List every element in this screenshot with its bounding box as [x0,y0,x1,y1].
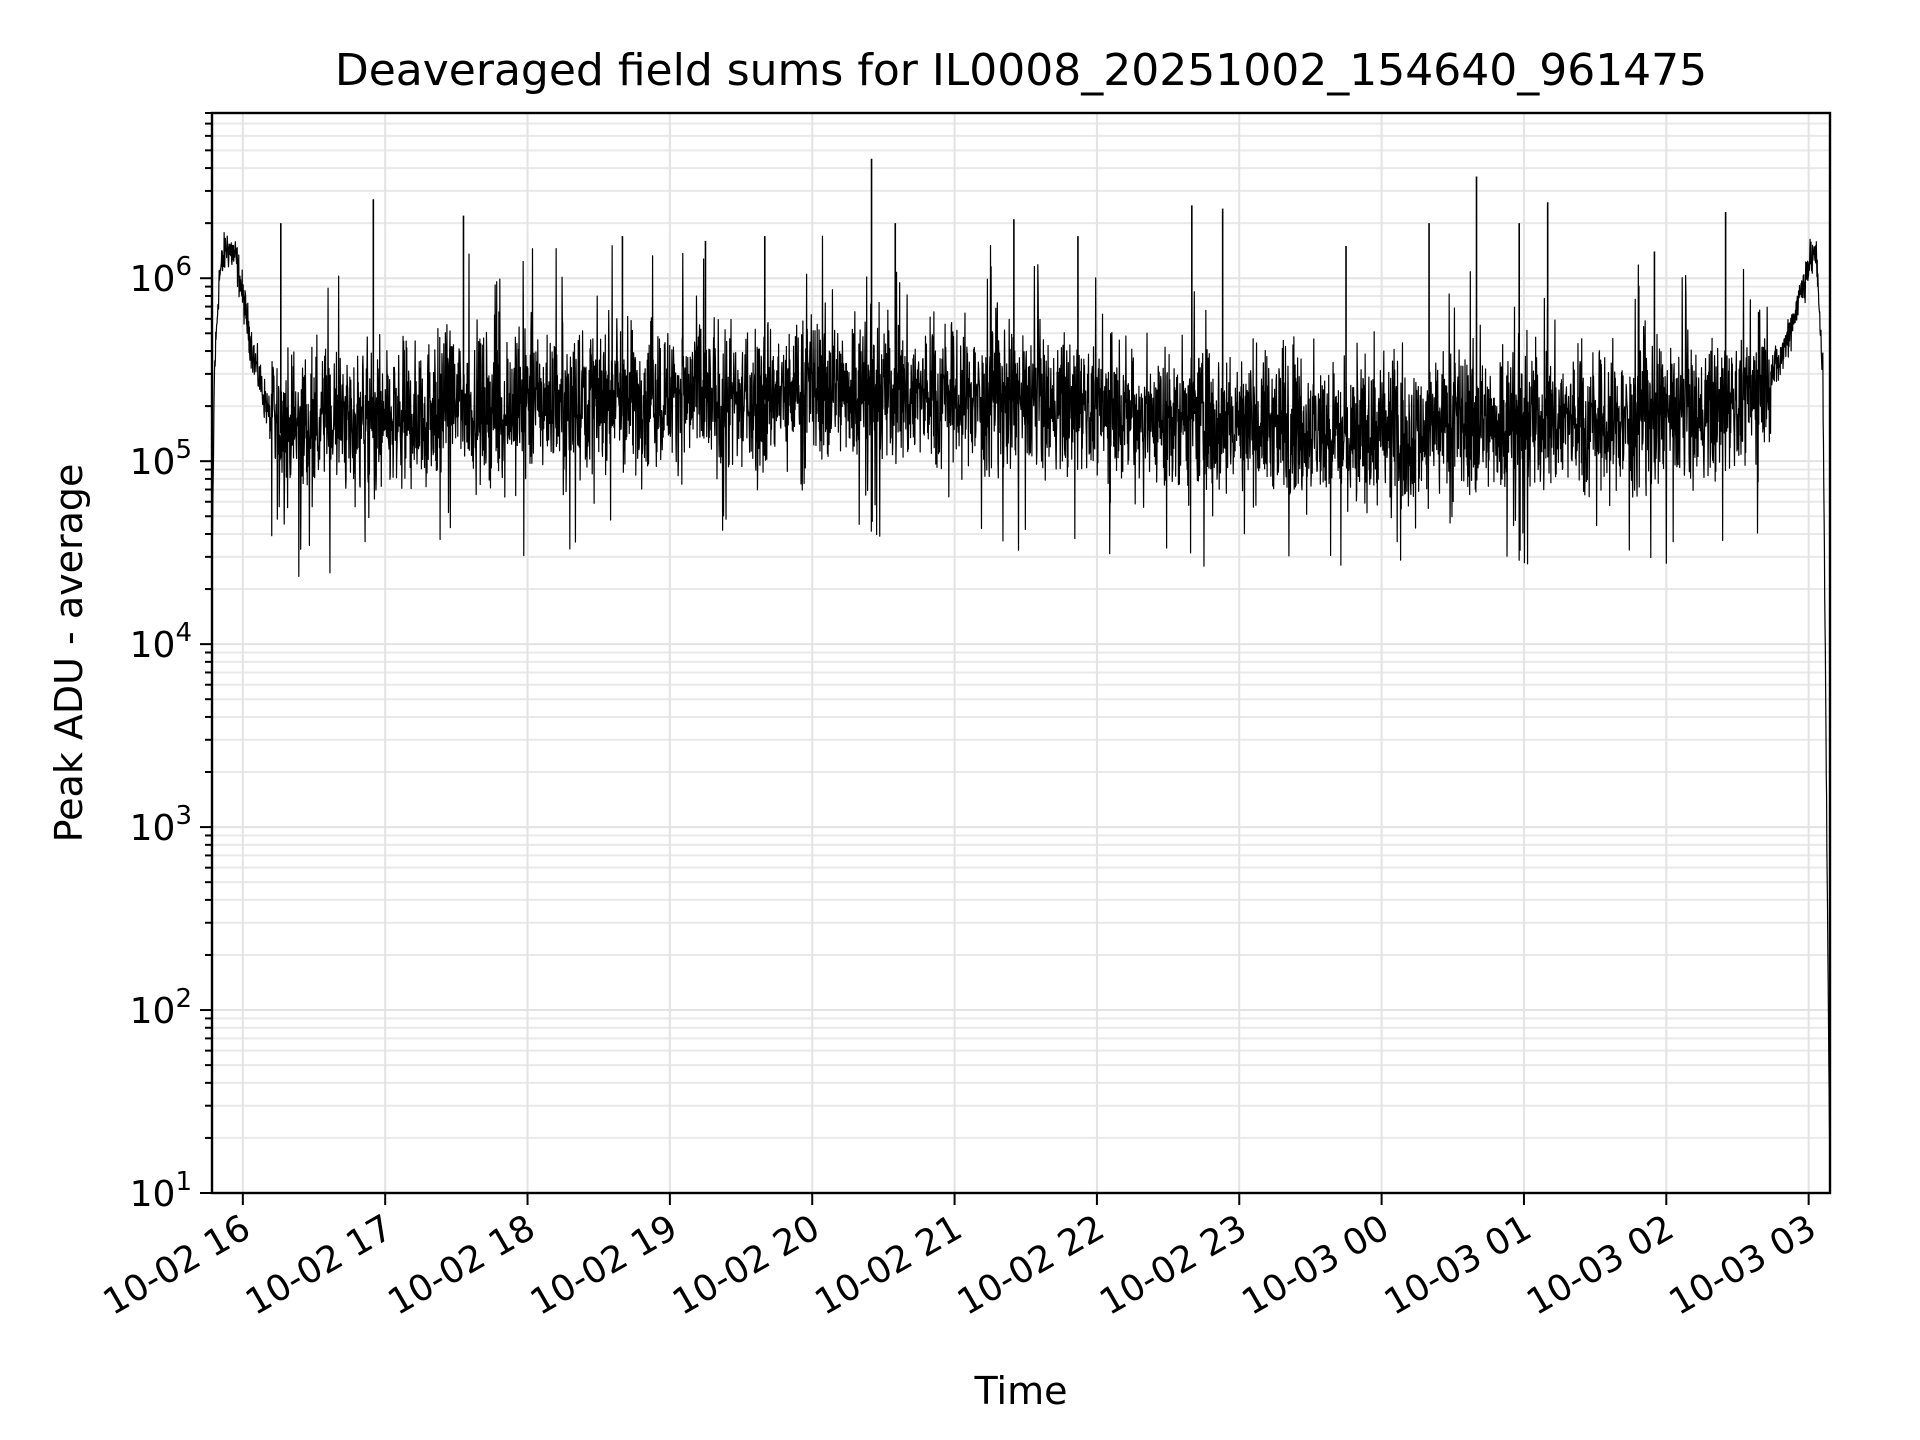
y-tick-exponent: 5 [175,435,192,465]
grid [212,112,1830,1194]
plot-area [211,158,1831,1182]
y-tick-base: 10 [130,1174,176,1215]
y-tick-base: 10 [130,808,176,849]
y-tick-exponent: 2 [175,984,192,1014]
y-tick-label: 104 [130,618,192,666]
y-tick-exponent: 1 [175,1167,192,1197]
y-tick-base: 10 [130,991,176,1032]
chart-title: Deaveraged field sums for IL0008_2025100… [335,45,1707,96]
y-tick-exponent: 4 [175,618,192,648]
series-line [211,232,1831,1182]
x-axis-label: Time [974,1369,1068,1413]
y-axis-label: Peak ADU - average [47,464,91,843]
y-tick-base: 10 [130,625,176,666]
y-tick-label: 102 [130,984,192,1032]
y-tick-exponent: 6 [175,252,192,282]
y-tick-label: 106 [130,252,192,300]
y-tick-label: 101 [130,1167,192,1215]
y-tick-exponent: 3 [175,801,192,831]
y-tick-label: 105 [130,435,192,483]
y-tick-base: 10 [130,259,176,300]
y-tick-base: 10 [130,442,176,483]
y-tick-label: 103 [130,801,192,849]
